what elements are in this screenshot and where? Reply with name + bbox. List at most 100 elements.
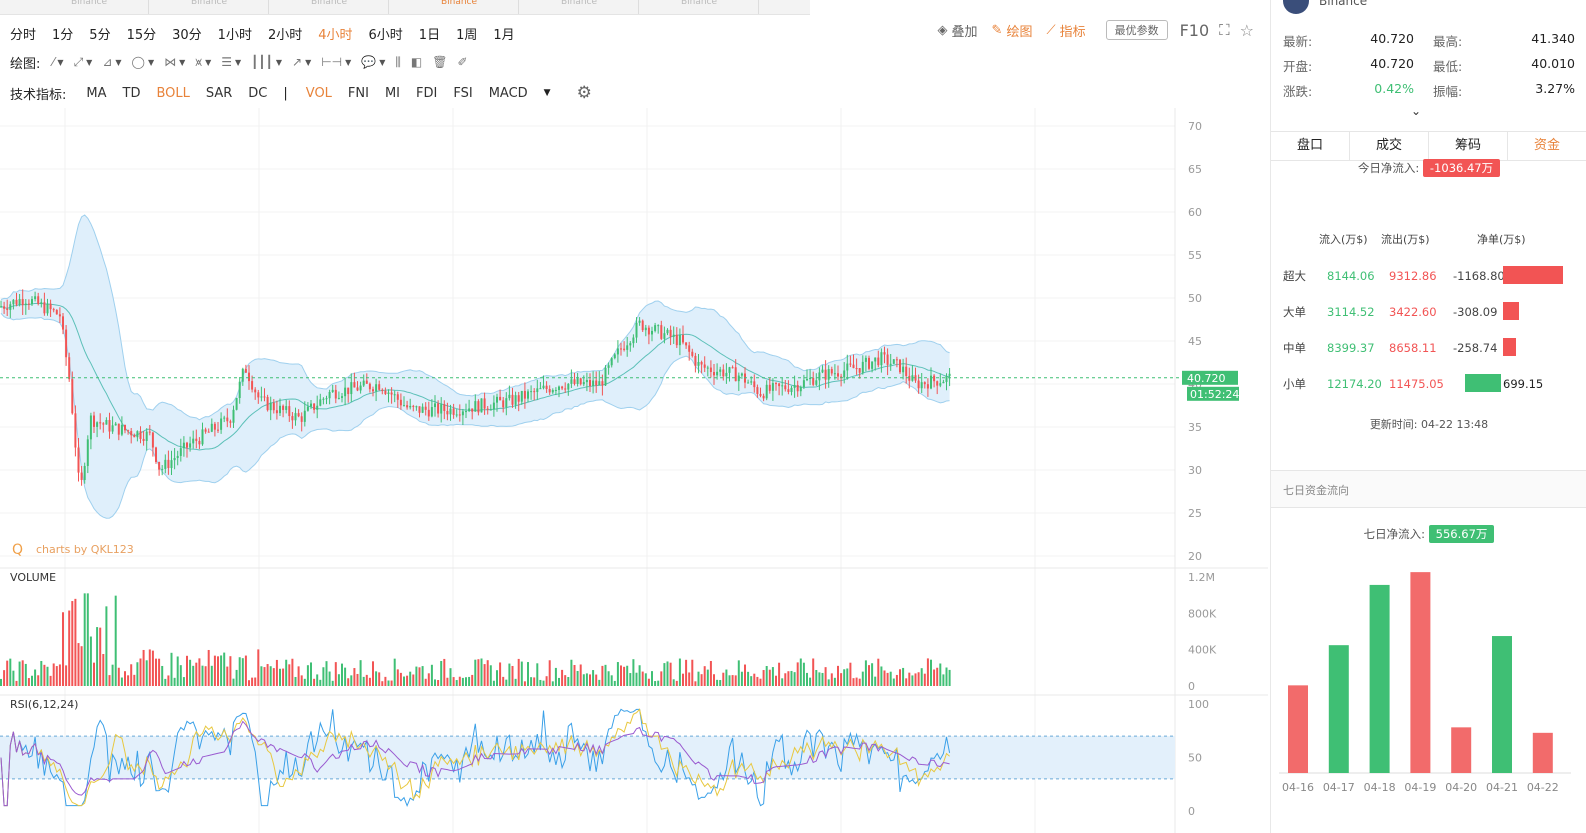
today-flow-label: 今日净流入: <box>1357 161 1420 175</box>
exchange-tab[interactable]: Binance <box>150 0 269 14</box>
timeframe-0[interactable]: 分时 <box>10 27 37 43</box>
indicator-more-icon[interactable]: ▼ <box>543 88 551 98</box>
quote-v: 41.340 <box>1531 31 1575 46</box>
volume-bar <box>722 672 725 686</box>
candle-body <box>657 325 660 327</box>
candle-body <box>948 373 951 377</box>
volume-bar <box>688 672 691 686</box>
tab-1[interactable]: 成交 <box>1350 132 1429 160</box>
exchange-tab-active[interactable]: Binance <box>400 0 519 14</box>
indicator-fdi[interactable]: FDI <box>416 85 438 101</box>
candle-body <box>899 359 901 373</box>
volume-bar <box>133 674 136 686</box>
candle-body <box>858 368 861 373</box>
indicator-fsi[interactable]: FSI <box>453 85 473 101</box>
draw-button[interactable]: ✎ 绘图 <box>991 22 1033 40</box>
candle-tool-icon[interactable]: ⫼ <box>395 54 401 69</box>
exchange-tab[interactable]: Binance <box>520 0 639 14</box>
candle-body <box>77 447 80 473</box>
quote-v: 40.010 <box>1531 56 1575 71</box>
star-icon[interactable]: ☆ <box>1239 20 1254 40</box>
f10-button[interactable]: F10 <box>1179 20 1210 40</box>
flow-name: 大单 <box>1283 305 1306 319</box>
indicator-fni[interactable]: FNI <box>347 85 369 101</box>
volume-bar <box>744 664 746 686</box>
timeframe-3[interactable]: 15分 <box>126 27 157 43</box>
tab-2[interactable]: 筹码 <box>1429 132 1508 160</box>
volume-bar <box>917 672 920 686</box>
flow-name: 超大 <box>1283 269 1306 283</box>
volume-bar <box>843 669 846 686</box>
pattern-tool-icon[interactable]: ⩙ ▼ <box>195 54 212 69</box>
overlay-button[interactable]: ◈ 叠加 <box>937 22 978 40</box>
timeframe-4[interactable]: 30分 <box>172 27 202 43</box>
fib-tool-icon[interactable]: ☰ ▼ <box>221 55 242 69</box>
indicator-sar[interactable]: SAR <box>205 85 233 101</box>
volume-bar <box>465 677 467 686</box>
indicator-ma[interactable]: MA <box>86 85 107 101</box>
timeframe-10[interactable]: 1周 <box>456 27 478 43</box>
volume-bar <box>685 659 688 686</box>
indicator-macd[interactable]: MACD <box>488 85 528 101</box>
candle-body <box>520 390 523 402</box>
indicator-mi[interactable]: MI <box>384 85 401 101</box>
trash-icon[interactable]: 🗑 <box>432 55 448 69</box>
exchange-tab[interactable]: Binance <box>30 0 149 14</box>
candlestick-chart[interactable]: 706560555045403530252040.72001:52:24Qcha… <box>0 108 1268 833</box>
tab-3[interactable]: 资金 <box>1508 132 1586 160</box>
indicator-td[interactable]: TD <box>122 85 141 101</box>
volume-bar <box>539 679 542 686</box>
indicator-button[interactable]: ⟋ 指标 <box>1046 22 1086 40</box>
volume-bar <box>895 674 898 686</box>
candle-body <box>155 447 157 462</box>
indicator-dc[interactable]: DC <box>248 85 268 101</box>
candle-body <box>238 381 241 399</box>
best-params-button[interactable]: 最优参数 <box>1105 20 1168 40</box>
volume-bar <box>130 664 133 686</box>
timeframe-2[interactable]: 5分 <box>89 27 111 43</box>
fullscreen-icon[interactable]: ⛶ <box>1219 21 1230 39</box>
price-tick: 20 <box>1188 550 1202 563</box>
timeframe-1[interactable]: 1分 <box>52 27 74 43</box>
arrow-tool-icon[interactable]: ↗ ▼ <box>292 55 312 69</box>
candle-body <box>43 302 46 314</box>
gann-tool-icon[interactable]: ┃┃┃ ▼ <box>251 55 282 69</box>
timeframe-6[interactable]: 2小时 <box>267 27 303 43</box>
settings-gear-icon[interactable]: ⚙ <box>576 83 592 103</box>
eraser-icon[interactable]: ✐ <box>457 55 468 69</box>
volume-bar <box>830 673 833 686</box>
expand-chevron-icon[interactable]: ⌄ <box>1411 104 1422 118</box>
volume-bar <box>809 677 812 686</box>
indicator-boll[interactable]: BOLL <box>156 85 190 101</box>
exchange-tab[interactable]: Binance <box>270 0 389 14</box>
measure-tool-icon[interactable]: ⊢⊣ ▼ <box>321 55 352 69</box>
line-tool-icon[interactable]: ⁄ ▼ <box>52 55 64 69</box>
candle-body <box>0 306 2 308</box>
volume-bar <box>923 673 926 686</box>
wave-tool-icon[interactable]: ⋈ ▼ <box>164 55 186 69</box>
seven-day-bar <box>1532 732 1553 773</box>
volume-bar <box>102 654 105 686</box>
timeframe-9[interactable]: 1日 <box>418 27 441 43</box>
exchange-tab[interactable]: Binance <box>640 0 759 14</box>
candle-body <box>616 348 619 355</box>
timeframe-8[interactable]: 6小时 <box>368 27 403 43</box>
stats-tool-icon[interactable]: ◧ <box>410 55 423 69</box>
volume-bar <box>852 678 855 686</box>
candle-body <box>213 423 216 430</box>
ray-tool-icon[interactable]: ⤢ ▼ <box>73 54 93 69</box>
timeframe-7[interactable]: 4小时 <box>318 27 353 43</box>
channel-tool-icon[interactable]: ⊿ ▼ <box>102 55 122 69</box>
indicator-vol[interactable]: VOL <box>305 85 332 101</box>
timeframe-5[interactable]: 1小时 <box>217 27 252 43</box>
volume-bar <box>663 663 666 686</box>
circle-tool-icon[interactable]: ◯ ▼ <box>131 55 155 69</box>
candle-body <box>266 396 269 411</box>
volume-bar <box>678 658 681 686</box>
timeframe-11[interactable]: 1月 <box>493 27 515 43</box>
comment-tool-icon[interactable]: 💬 ▼ <box>361 55 386 69</box>
tab-0[interactable]: 盘口 <box>1271 132 1350 160</box>
volume-bar <box>189 659 192 686</box>
volume-bar <box>635 672 638 686</box>
volume-bar <box>204 666 207 686</box>
